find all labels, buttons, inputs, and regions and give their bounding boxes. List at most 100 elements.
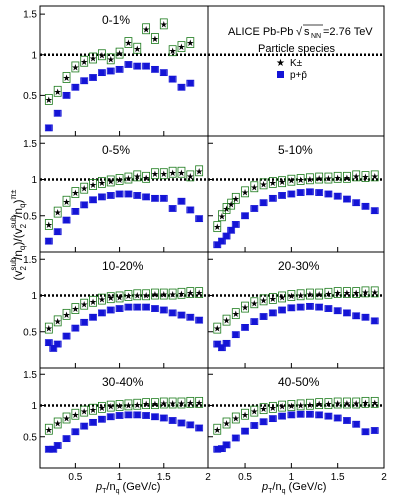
x-label-q-2: q (282, 488, 286, 495)
kaon-point: ★ (278, 402, 286, 412)
x-label-p-2: p (261, 481, 268, 493)
systematic-box (142, 289, 151, 301)
proton-point (63, 217, 70, 224)
proton-point (98, 309, 105, 316)
kaon-point: ★ (54, 208, 62, 218)
systematic-box (324, 172, 333, 184)
systematic-box (80, 55, 89, 67)
y-label-n2: /n (11, 208, 25, 218)
systematic-box (268, 176, 277, 188)
proton-point (343, 309, 350, 316)
systematic-box (71, 408, 80, 420)
kaon-point: ★ (71, 410, 79, 420)
x-axis-label-left: pT/nq (GeV/c) (95, 481, 160, 495)
proton-point (228, 227, 235, 234)
kaon-point: ★ (250, 407, 258, 417)
proton-point (334, 307, 341, 314)
systematic-box (241, 301, 249, 313)
x-label-p: p (95, 481, 102, 493)
kaon-point: ★ (177, 42, 185, 52)
systematic-box (259, 294, 268, 306)
kaon-point: ★ (80, 300, 88, 310)
systematic-box (89, 403, 97, 415)
proton-point (151, 66, 158, 73)
proton-point (353, 199, 360, 206)
svg-text:pT/nq (GeV/c): pT/nq (GeV/c) (261, 481, 326, 495)
systematic-box (142, 171, 151, 183)
x-label-n-2: /n (272, 481, 281, 493)
systematic-box (159, 397, 168, 409)
kaon-point: ★ (124, 400, 132, 410)
x-axis-label-right: pT/nq (GeV/c) (261, 481, 326, 495)
kaon-point: ★ (287, 176, 295, 186)
kaon-point: ★ (160, 169, 168, 179)
proton-point (72, 208, 79, 215)
kaon-point: ★ (324, 289, 332, 299)
proton-point (81, 201, 88, 208)
proton-point (362, 203, 369, 210)
proton-point (107, 68, 114, 74)
kaon-point: ★ (71, 62, 79, 72)
proton-point (242, 428, 249, 435)
kaon-point: ★ (269, 403, 277, 413)
y-tick-label: 0.5 (23, 432, 37, 443)
proton-point (325, 305, 332, 312)
kaon-point: ★ (232, 309, 240, 319)
kaon-point: ★ (133, 290, 141, 300)
systematic-box (177, 397, 186, 409)
systematic-box (97, 49, 106, 61)
proton-point (143, 412, 150, 419)
proton-point (169, 76, 176, 83)
legend-energy-root: √ (296, 26, 303, 38)
systematic-box (44, 219, 53, 230)
proton-point (362, 428, 369, 435)
systematic-box (213, 221, 222, 233)
proton-point (353, 312, 360, 319)
kaon-point: ★ (371, 171, 379, 181)
proton-point (81, 423, 88, 430)
kaon-point: ★ (124, 291, 132, 301)
kaon-point: ★ (222, 316, 230, 326)
proton-point (242, 212, 249, 219)
systematic-box (159, 168, 168, 180)
proton-point (306, 411, 313, 418)
proton-point (143, 193, 150, 200)
systematic-box (151, 288, 159, 300)
systematic-box (97, 401, 106, 413)
y-tick-label: 1 (31, 50, 37, 61)
x-label-unit-2: (GeV/c) (286, 481, 327, 493)
systematic-box (296, 289, 305, 301)
proton-point (297, 411, 304, 418)
kaon-point: ★ (45, 220, 53, 230)
kaon-point: ★ (232, 194, 240, 204)
legend-energy-s: s (304, 26, 310, 38)
kaon-point: ★ (222, 419, 230, 429)
kaon-point: ★ (107, 54, 115, 64)
kaon-point: ★ (80, 184, 88, 194)
kaon-point: ★ (361, 172, 369, 182)
kaon-point: ★ (315, 399, 323, 409)
kaon-point: ★ (232, 414, 240, 424)
kaon-point: ★ (227, 200, 235, 210)
proton-point (187, 421, 194, 428)
kaon-point: ★ (371, 398, 379, 408)
proton-point (306, 303, 313, 310)
proton-point (218, 344, 225, 351)
kaon-point: ★ (133, 400, 141, 410)
kaon-point: ★ (45, 324, 53, 334)
x-tick-label: 0.5 (238, 472, 252, 483)
proton-point (196, 425, 203, 431)
proton-point (54, 110, 61, 117)
proton-point (371, 207, 378, 214)
proton-point (116, 305, 123, 312)
kaon-point: ★ (107, 293, 115, 303)
kaon-point: ★ (269, 294, 277, 304)
systematic-box (89, 52, 97, 64)
proton-point (316, 304, 323, 311)
x-tick-label: 1 (117, 472, 123, 483)
proton-point (54, 341, 61, 348)
kaon-point: ★ (315, 174, 323, 184)
systematic-box (133, 170, 142, 182)
systematic-box (231, 412, 240, 424)
systematic-box (361, 286, 370, 298)
